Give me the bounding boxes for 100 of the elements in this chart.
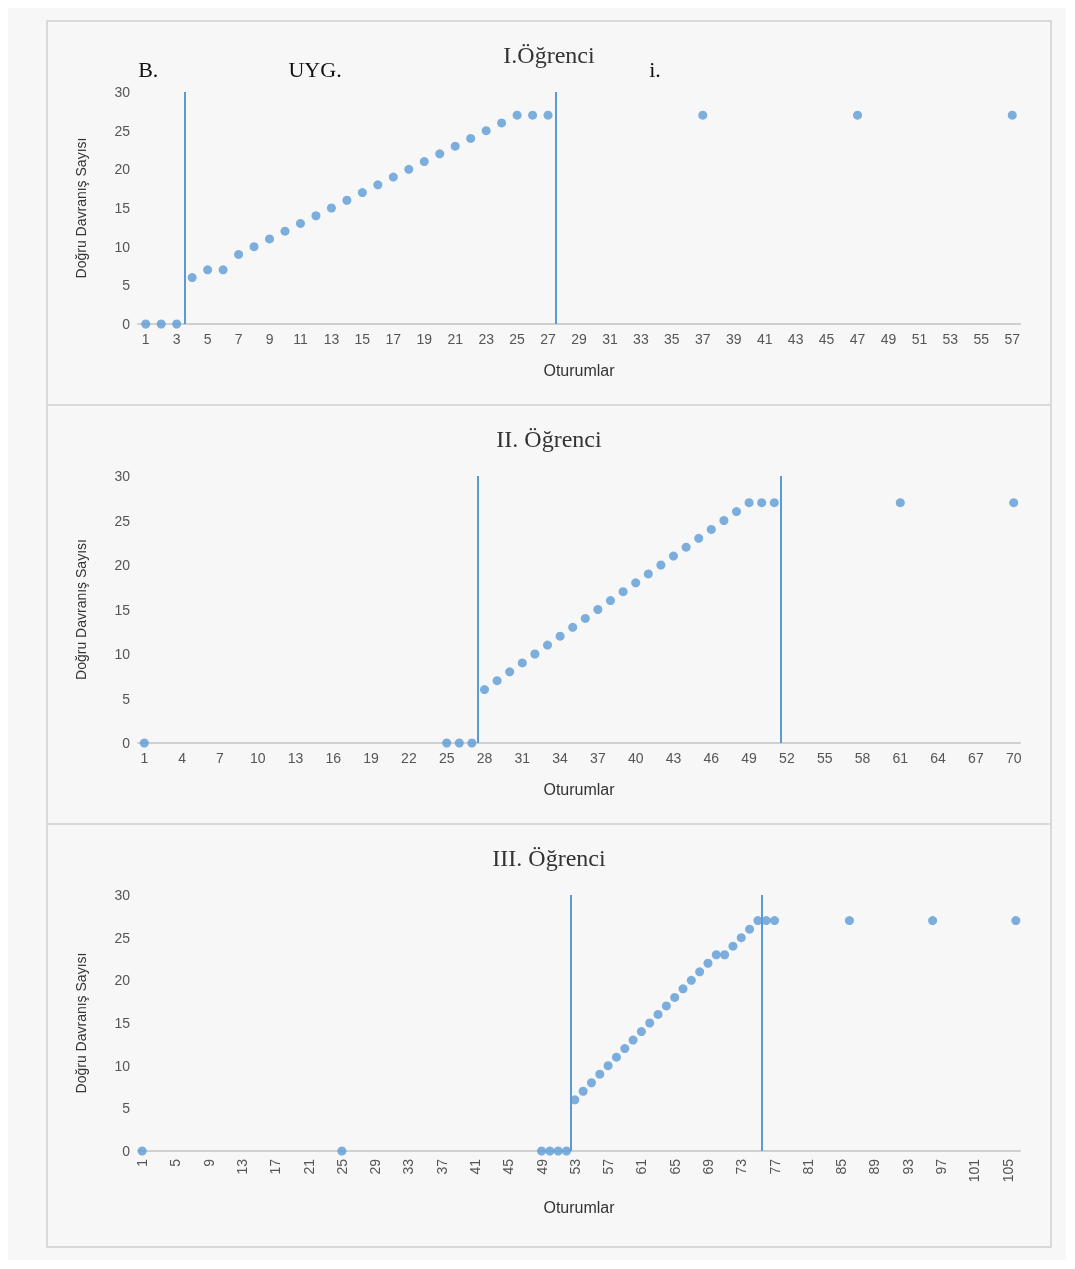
point (645, 1018, 655, 1028)
point (719, 516, 729, 525)
x-tick-label: 34 (552, 750, 569, 766)
x-tick-label: 65 (666, 1158, 683, 1175)
point (187, 273, 197, 283)
x-tick-label: 47 (849, 331, 866, 347)
x-tick-label: 55 (816, 750, 833, 766)
point (631, 578, 641, 588)
x-tick-label: 1 (141, 331, 150, 347)
x-tick-label: 41 (756, 331, 773, 347)
point (636, 1027, 646, 1037)
x-tick-label: 7 (234, 331, 243, 347)
x-tick-label: 49 (533, 1158, 550, 1175)
x-axis-title: Oturumlar (543, 780, 616, 798)
point (568, 622, 578, 632)
point (481, 126, 491, 136)
x-tick-label: 61 (633, 1158, 650, 1175)
chart-title: III. Öğrenci (492, 845, 606, 871)
point (720, 950, 730, 960)
x-axis-title: Oturumlar (543, 1198, 616, 1216)
x-tick-label: 45 (818, 331, 835, 347)
x-tick-label: 73 (733, 1158, 750, 1175)
x-tick-label: 69 (699, 1158, 716, 1175)
point (139, 738, 149, 748)
point (442, 738, 452, 748)
y-tick-label: 5 (122, 277, 131, 294)
point (311, 211, 321, 221)
x-tick-label: 19 (363, 750, 380, 766)
x-tick-label: 70 (1005, 750, 1022, 766)
x-tick-label: 31 (602, 331, 618, 347)
point (295, 218, 305, 228)
x-tick-label: 29 (571, 331, 587, 347)
text: B. (138, 56, 159, 82)
point (466, 133, 476, 143)
point (454, 738, 464, 748)
point (512, 110, 522, 120)
x-tick-label: 16 (325, 750, 342, 766)
y-tick-label: 25 (114, 929, 131, 946)
point (404, 164, 414, 174)
y-tick-label: 15 (114, 1015, 131, 1031)
x-tick-label: 17 (267, 1158, 284, 1175)
point (137, 1146, 147, 1156)
x-tick-label: 35 (664, 331, 680, 347)
point (543, 110, 553, 120)
x-tick-label: 49 (741, 750, 758, 766)
point (745, 924, 755, 934)
x-tick-label: 33 (633, 331, 649, 347)
x-tick-label: 22 (401, 750, 417, 766)
point (528, 110, 538, 120)
x-tick-label: 89 (866, 1158, 883, 1175)
x-tick-label: 53 (942, 331, 959, 347)
point (388, 172, 398, 182)
x-tick-label: 37 (695, 331, 711, 347)
point (337, 1146, 347, 1156)
point (732, 507, 741, 517)
point (249, 242, 259, 252)
y-tick-label: 15 (114, 200, 131, 216)
y-tick-label: 0 (122, 735, 131, 751)
x-tick-label: 57 (1004, 331, 1021, 347)
x-tick-label: 43 (665, 750, 682, 766)
x-tick-label: 27 (540, 331, 557, 347)
point (373, 180, 383, 190)
y-axis-title: Doğru Davranış Sayısı (73, 952, 89, 1094)
x-tick-label: 13 (234, 1158, 251, 1175)
x-tick-label: 29 (367, 1158, 384, 1175)
x-tick-label: 49 (880, 331, 897, 347)
x-tick-label: 43 (787, 331, 804, 347)
point (606, 596, 615, 606)
text: UYG. (288, 56, 342, 82)
y-tick-label: 30 (114, 887, 131, 903)
point (480, 685, 489, 695)
x-tick-label: 1 (140, 750, 149, 766)
x-tick-label: 11 (293, 331, 308, 347)
y-tick-label: 20 (114, 161, 131, 178)
point (553, 1146, 563, 1156)
point (530, 649, 540, 659)
point (711, 950, 721, 960)
point (326, 203, 336, 213)
y-axis-title: Doğru Davranış Sayısı (73, 137, 89, 279)
y-tick-label: 10 (114, 1057, 131, 1074)
point (545, 1146, 555, 1156)
point (728, 941, 738, 951)
x-tick-label: 61 (892, 750, 909, 766)
point (844, 916, 854, 926)
x-tick-label: 33 (400, 1158, 417, 1175)
x-tick-label: 10 (249, 750, 266, 766)
x-tick-label: 52 (779, 750, 795, 766)
point (628, 1035, 638, 1045)
point (342, 195, 352, 205)
y-tick-label: 25 (114, 512, 131, 529)
x-tick-label: 31 (514, 750, 531, 766)
x-tick-label: 19 (416, 331, 433, 347)
point (895, 498, 905, 508)
point (744, 498, 754, 508)
x-tick-label: 23 (478, 331, 495, 347)
x-tick-label: 28 (476, 750, 493, 766)
x-tick-label: 97 (932, 1158, 949, 1175)
x-tick-label: 101 (966, 1158, 983, 1183)
point (928, 916, 938, 926)
y-tick-label: 30 (114, 468, 131, 484)
